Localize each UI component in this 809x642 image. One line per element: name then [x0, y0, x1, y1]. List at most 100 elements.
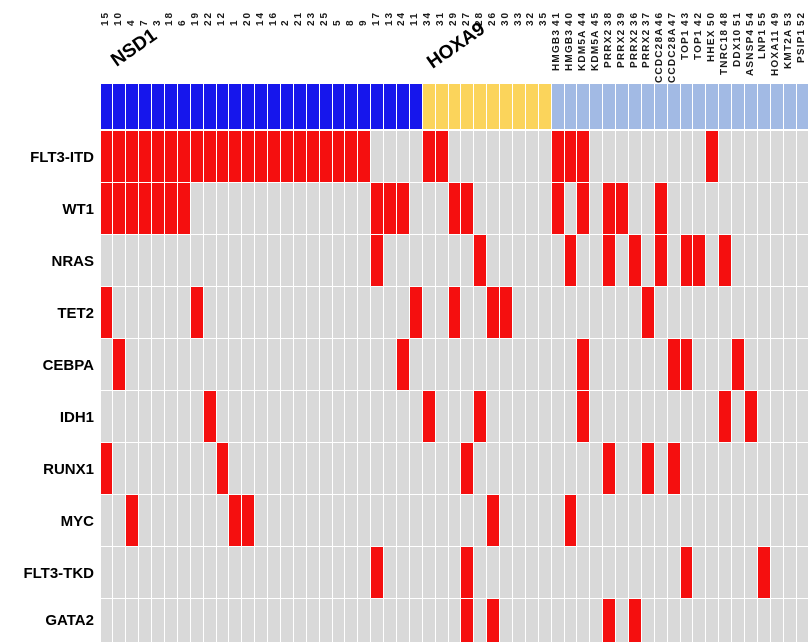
- heatmap-cell: [770, 443, 783, 494]
- column-gene-label: LNP1: [757, 29, 769, 60]
- heatmap-cell: [629, 183, 641, 234]
- heatmap-cell: [693, 287, 706, 338]
- heatmap-cell: [641, 391, 654, 442]
- heatmap-cell: [371, 131, 384, 182]
- heatmap-cell: [255, 287, 268, 338]
- heatmap-cell: [319, 183, 332, 234]
- row-label-flt3-itd: FLT3-ITD: [30, 148, 94, 166]
- column-sample-label: 25: [319, 10, 331, 26]
- heatmap-cell: [384, 235, 396, 286]
- heatmap-cell: [513, 495, 525, 546]
- heatmap-cell: [706, 131, 719, 182]
- heatmap-cell: [229, 131, 242, 182]
- heatmap-cell: [590, 235, 603, 286]
- heatmap-cell: [538, 131, 551, 182]
- heatmap-cell: [680, 599, 693, 642]
- heatmap-cell: [461, 131, 474, 182]
- heatmap-cell: [113, 391, 126, 442]
- heatmap-cell: [667, 131, 680, 182]
- heatmap-cell: [680, 443, 693, 494]
- heatmap-cell: [242, 235, 255, 286]
- heatmap-cell: [487, 287, 500, 338]
- heatmap-cell: [770, 547, 783, 598]
- heatmap-cell: [332, 235, 345, 286]
- heatmap-cell: [603, 183, 616, 234]
- group-band-cell: [732, 84, 745, 129]
- heatmap-cell: [500, 495, 512, 546]
- heatmap-cell: [319, 547, 332, 598]
- heatmap-cell: [332, 131, 345, 182]
- heatmap-cell: [100, 183, 113, 234]
- heatmap-cell: [332, 183, 345, 234]
- heatmap-cell: [384, 183, 396, 234]
- heatmap-cell: [538, 495, 551, 546]
- heatmap-cell: [629, 495, 641, 546]
- heatmap-cell: [693, 547, 706, 598]
- heatmap-cell: [525, 131, 538, 182]
- heatmap-cell: [358, 339, 371, 390]
- heatmap-cell: [590, 495, 603, 546]
- heatmap-cell: [680, 287, 693, 338]
- heatmap-cell: [190, 183, 203, 234]
- heatmap-cell: [190, 495, 203, 546]
- heatmap-cell: [641, 547, 654, 598]
- heatmap-cell: [667, 235, 680, 286]
- heatmap-cell: [487, 183, 500, 234]
- heatmap-cell: [126, 131, 139, 182]
- heatmap-cell: [422, 443, 435, 494]
- heatmap-cell: [229, 599, 242, 642]
- heatmap-cell: [474, 443, 487, 494]
- heatmap-cell: [255, 599, 268, 642]
- heatmap-cell: [100, 339, 113, 390]
- heatmap-cell: [409, 599, 422, 642]
- heatmap-cell: [513, 391, 525, 442]
- heatmap-cell: [745, 599, 757, 642]
- heatmap-cell: [448, 391, 461, 442]
- heatmap-cell: [513, 235, 525, 286]
- heatmap-cell: [216, 391, 229, 442]
- heatmap-cell: [564, 183, 577, 234]
- heatmap-cell: [255, 495, 268, 546]
- heatmap-cell: [538, 599, 551, 642]
- heatmap-cell: [629, 599, 641, 642]
- heatmap-cell: [164, 391, 177, 442]
- heatmap-cell: [577, 547, 590, 598]
- heatmap-cell: [332, 287, 345, 338]
- heatmap-cell: [332, 339, 345, 390]
- heatmap-cell: [590, 547, 603, 598]
- heatmap-cell: [500, 287, 512, 338]
- heatmap-cell: [706, 287, 719, 338]
- heatmap-cell: [706, 183, 719, 234]
- heatmap-cell: [603, 235, 616, 286]
- group-band-cell: [603, 84, 616, 129]
- heatmap-cell: [590, 391, 603, 442]
- heatmap-cell: [783, 339, 796, 390]
- heatmap-cell: [177, 339, 190, 390]
- group-band-cell: [422, 84, 435, 129]
- heatmap-cell: [577, 183, 590, 234]
- group-band-cell: [409, 84, 422, 129]
- heatmap-cell: [616, 599, 629, 642]
- group-band-cell: [113, 84, 126, 129]
- heatmap-cell: [216, 183, 229, 234]
- heatmap-cell: [409, 443, 422, 494]
- heatmap-cell: [513, 183, 525, 234]
- heatmap-cell: [745, 547, 757, 598]
- column-gene-label: PSIP1: [796, 29, 808, 64]
- heatmap-cell: [216, 235, 229, 286]
- heatmap-cell: [757, 495, 770, 546]
- heatmap-cell: [177, 443, 190, 494]
- heatmap-cell: [280, 183, 293, 234]
- group-band-cell: [139, 84, 152, 129]
- heatmap-cell: [538, 391, 551, 442]
- column-sample-label: 21: [293, 10, 305, 26]
- heatmap-cell: [770, 131, 783, 182]
- heatmap-cell: [603, 287, 616, 338]
- heatmap-cell: [745, 495, 757, 546]
- heatmap-cell: [732, 443, 745, 494]
- group-band-cell: [525, 84, 538, 129]
- heatmap-cell: [280, 547, 293, 598]
- heatmap-cell: [293, 183, 306, 234]
- heatmap-cell: [164, 495, 177, 546]
- heatmap-cell: [384, 287, 396, 338]
